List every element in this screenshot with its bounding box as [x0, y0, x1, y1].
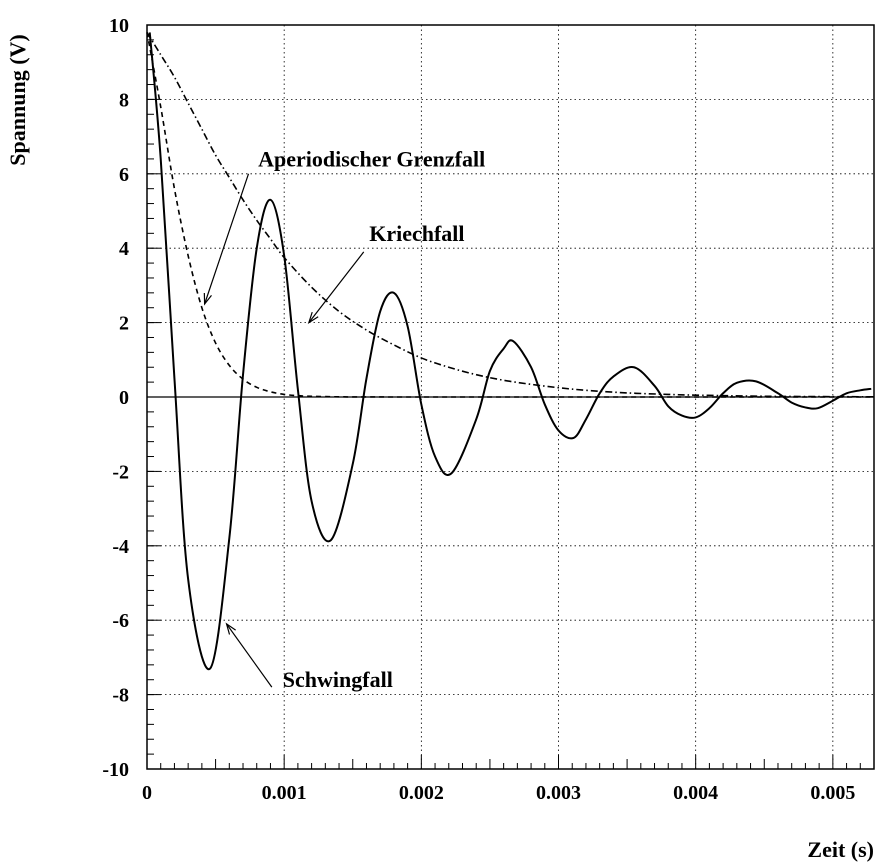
y-tick-label: -8: [112, 685, 129, 707]
x-tick-label: 0.005: [810, 782, 855, 804]
series-line-schwingfall: [148, 32, 872, 671]
y-tick-label: 10: [109, 15, 129, 37]
annotation-arrow-schwingfall: [226, 623, 273, 688]
annotation-label-kriechfall: Kriechfall: [369, 221, 464, 246]
y-tick-label: 8: [119, 89, 129, 111]
y-axis-title: Spannung (V): [5, 34, 30, 165]
series-line-kriechfall: [146, 32, 875, 398]
annotation-label-aperiodischer-grenzfall: Aperiodischer Grenzfall: [258, 146, 485, 171]
x-tick-label: 0.004: [673, 782, 718, 804]
annotation-arrowhead-aperiodischer-grenzfall: [203, 292, 212, 306]
annotations: Aperiodischer Grenzfall Kriechfall Schwing…: [203, 146, 485, 692]
annotation-arrow-aperiodischer-grenzfall: [204, 173, 250, 305]
x-tick-label: 0.002: [399, 782, 444, 804]
y-tick-label: 4: [119, 238, 129, 260]
y-tick-label: 6: [119, 164, 129, 186]
y-tick-label: -2: [112, 461, 129, 483]
annotation-label-schwingfall: Schwingfall: [283, 667, 393, 692]
y-tick-label: -10: [102, 759, 129, 781]
series-line-aperiodischer-grenzfall: [146, 32, 874, 398]
x-tick-label: 0.003: [536, 782, 581, 804]
x-tick-label: 0: [142, 782, 152, 804]
x-axis-title: Zeit (s): [807, 837, 874, 862]
annotation-arrowhead-schwingfall: [225, 622, 236, 635]
annotation-arrowhead-kriechfall: [307, 311, 319, 324]
plot-frame: [146, 24, 875, 770]
axis-ticks: [146, 24, 875, 770]
y-tick-label: 2: [119, 313, 129, 335]
annotation-arrow-kriechfall: [308, 251, 365, 323]
y-tick-label: -4: [112, 536, 129, 558]
tick-labels: 0 0.001 0.002 0.003 0.004 0.005 -10 -8 -6 -4 -2 0 2 4…: [102, 15, 855, 804]
y-tick-label: 0: [119, 387, 129, 409]
series-lines: [146, 32, 875, 671]
y-tick-label: -6: [112, 610, 129, 632]
x-tick-label: 0.001: [262, 782, 307, 804]
